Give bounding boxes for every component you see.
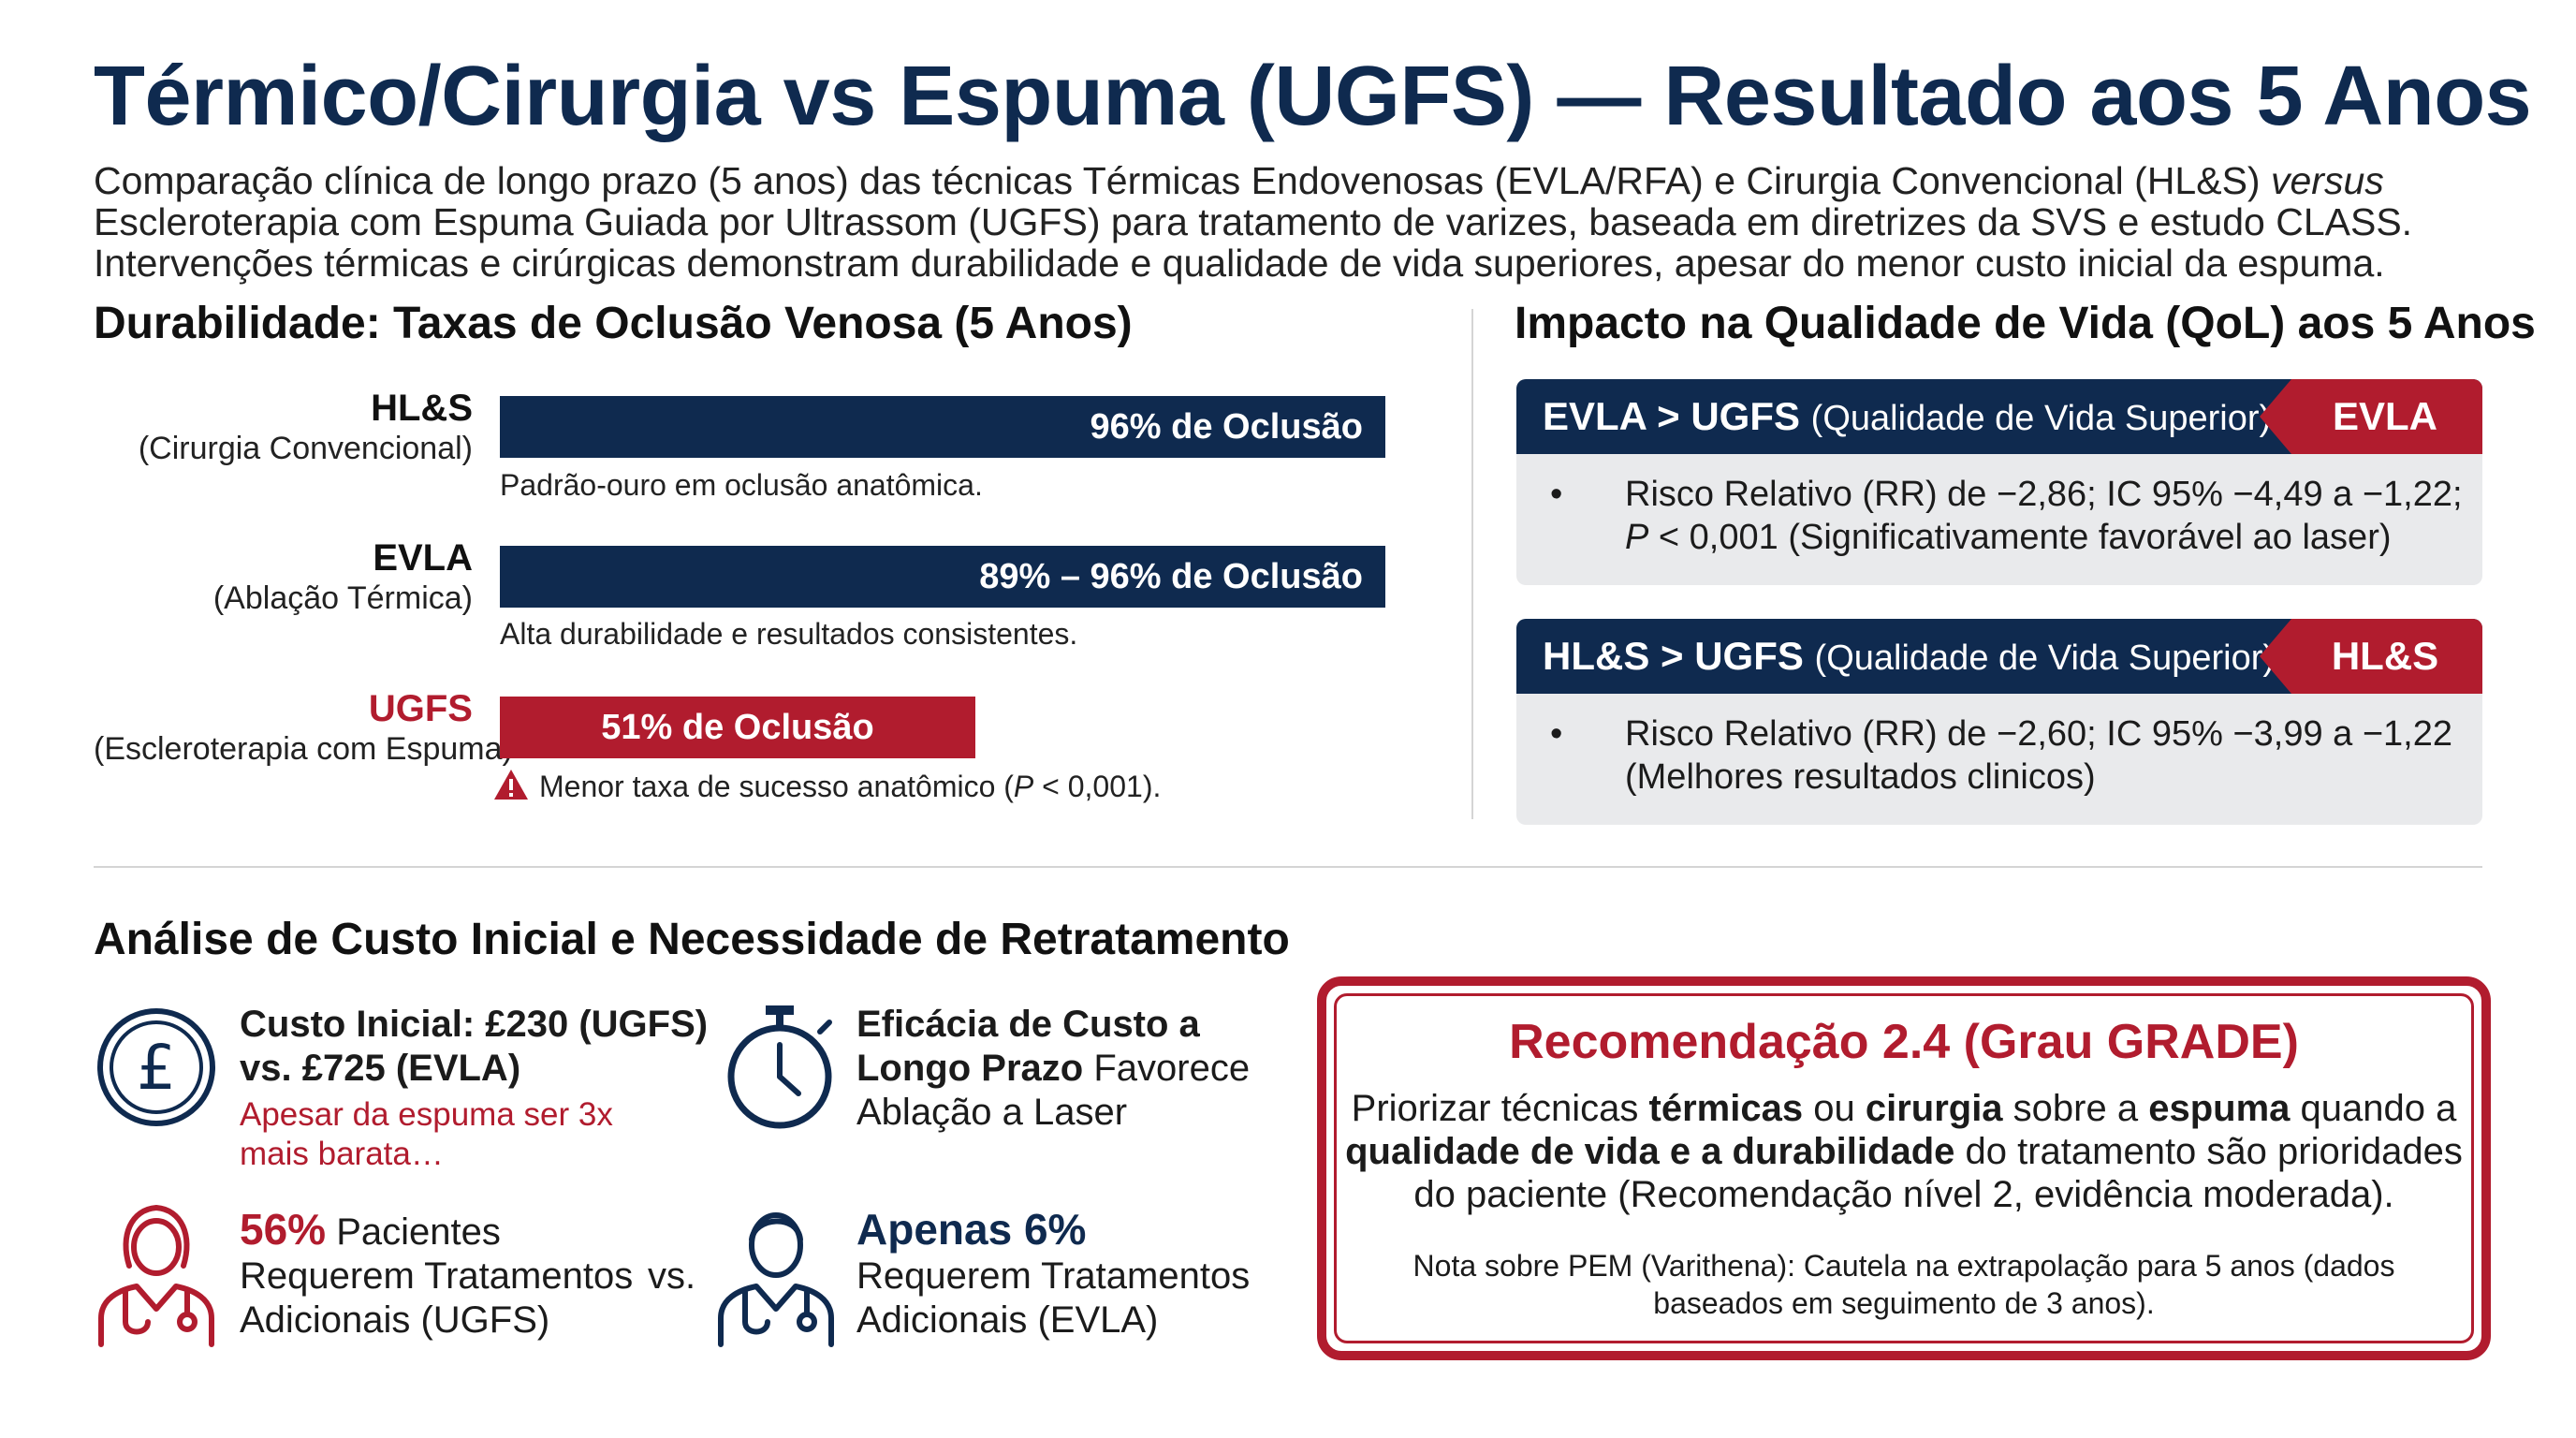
card-header: HL&S > UGFS (Qualidade de Vida Superior)… <box>1516 619 2482 694</box>
ugfs-retreat-line-3: Adicionais (UGFS) <box>240 1299 550 1341</box>
evla-retreat-line-3: Adicionais (EVLA) <box>856 1299 1159 1341</box>
recommendation-line-1: Priorizar técnicas térmicas ou cirurgia … <box>1351 1088 2457 1129</box>
pound-icon: £ <box>95 1006 217 1133</box>
female-doctor-icon <box>94 1198 219 1353</box>
initial-cost-note-1: Apesar da espuma ser 3x <box>240 1096 613 1133</box>
vs-label: vs. <box>648 1255 696 1297</box>
ugfs-retreat-line-2: Requerem Tratamentos <box>240 1255 634 1297</box>
recommendation-note-2: baseados em seguimento de 3 anos). <box>1653 1286 2155 1320</box>
card-line-1: Risco Relativo (RR) de −2,86; IC 95% −4,… <box>1625 475 2463 514</box>
initial-cost-line-1: Custo Inicial: £230 (UGFS) <box>240 1004 709 1045</box>
qol-heading: Impacto na Qualidade de Vida (QoL) aos 5… <box>1515 299 2536 348</box>
initial-cost-note-2: mais barata… <box>240 1136 444 1172</box>
card-tag: HL&S <box>2260 619 2482 694</box>
page-title: Térmico/Cirurgia vs Espuma (UGFS) — Resu… <box>94 50 2532 143</box>
horizontal-divider <box>94 866 2482 868</box>
durability-heading: Durabilidade: Taxas de Oclusão Venosa (5… <box>94 299 1133 348</box>
evla-retreat-line-2: Requerem Tratamentos <box>856 1255 1251 1297</box>
card-header: EVLA > UGFS (Qualidade de Vida Superior)… <box>1516 379 2482 454</box>
tech-desc: (Cirurgia Convencional) <box>138 431 473 466</box>
card-tag: EVLA <box>2260 379 2482 454</box>
occlusion-bar: 89% – 96% de Oclusão <box>500 546 1385 608</box>
male-doctor-icon <box>713 1198 839 1353</box>
occlusion-bar: 96% de Oclusão <box>500 396 1385 458</box>
recommendation-note-1: Nota sobre PEM (Varithena): Cautela na e… <box>1412 1249 2395 1283</box>
vertical-divider <box>1471 309 1473 819</box>
cost-heading: Análise de Custo Inicial e Necessidade d… <box>94 915 1290 964</box>
qol-card-hls: HL&S > UGFS (Qualidade de Vida Superior)… <box>1516 619 2482 825</box>
tech-name: UGFS <box>368 688 473 729</box>
subtitle-line-2: Escleroterapia com Espuma Guiada por Ult… <box>94 200 2413 243</box>
tech-name: HL&S <box>371 388 473 429</box>
card-line-2: (Melhores resultados clinicos) <box>1625 757 2096 797</box>
bar-note: Alta durabilidade e resultados consisten… <box>500 617 1078 651</box>
subtitle-line-1: Comparação clínica de longo prazo (5 ano… <box>94 159 2384 202</box>
efficacy-line-2: Longo Prazo Favorece <box>856 1048 1251 1089</box>
tech-desc: (Escleroterapia com Espuma) <box>94 731 513 767</box>
recommendation-line-2: qualidade de vida e a durabilidade do tr… <box>1345 1131 2463 1172</box>
tech-desc: (Ablação Térmica) <box>212 580 473 616</box>
bar-note: Padrão-ouro em oclusão anatômica. <box>500 468 983 502</box>
recommendation-title: Recomendação 2.4 (Grau GRADE) <box>1509 1015 2299 1069</box>
recommendation-inner-border <box>1334 993 2474 1343</box>
recommendation-box <box>1317 976 2491 1360</box>
efficacy-line-1: Eficácia de Custo a <box>856 1004 1200 1045</box>
ugfs-retreat-line-1: 56% Pacientes <box>240 1205 501 1254</box>
warning-icon <box>492 768 530 806</box>
evla-retreat-line-1: Apenas 6% <box>856 1205 1087 1254</box>
recommendation-line-3: do paciente (Recomendação nível 2, evidê… <box>1413 1174 2394 1215</box>
qol-card-evla: EVLA > UGFS (Qualidade de Vida Superior)… <box>1516 379 2482 585</box>
card-line-2: P < 0,001 (Significativamente favorável … <box>1625 518 2392 557</box>
tech-name: EVLA <box>373 537 473 579</box>
efficacy-line-3: Ablação a Laser <box>856 1092 1128 1133</box>
svg-text:£: £ <box>137 1032 176 1104</box>
bar-note: Menor taxa de sucesso anatômico (P < 0,0… <box>539 770 1162 803</box>
stopwatch-icon <box>721 1004 839 1136</box>
card-line-1: Risco Relativo (RR) de −2,60; IC 95% −3,… <box>1625 714 2452 754</box>
initial-cost-line-2: vs. £725 (EVLA) <box>240 1048 521 1089</box>
occlusion-bar: 51% de Oclusão <box>500 697 975 758</box>
subtitle-line-3: Intervenções térmicas e cirúrgicas demon… <box>94 242 2385 285</box>
